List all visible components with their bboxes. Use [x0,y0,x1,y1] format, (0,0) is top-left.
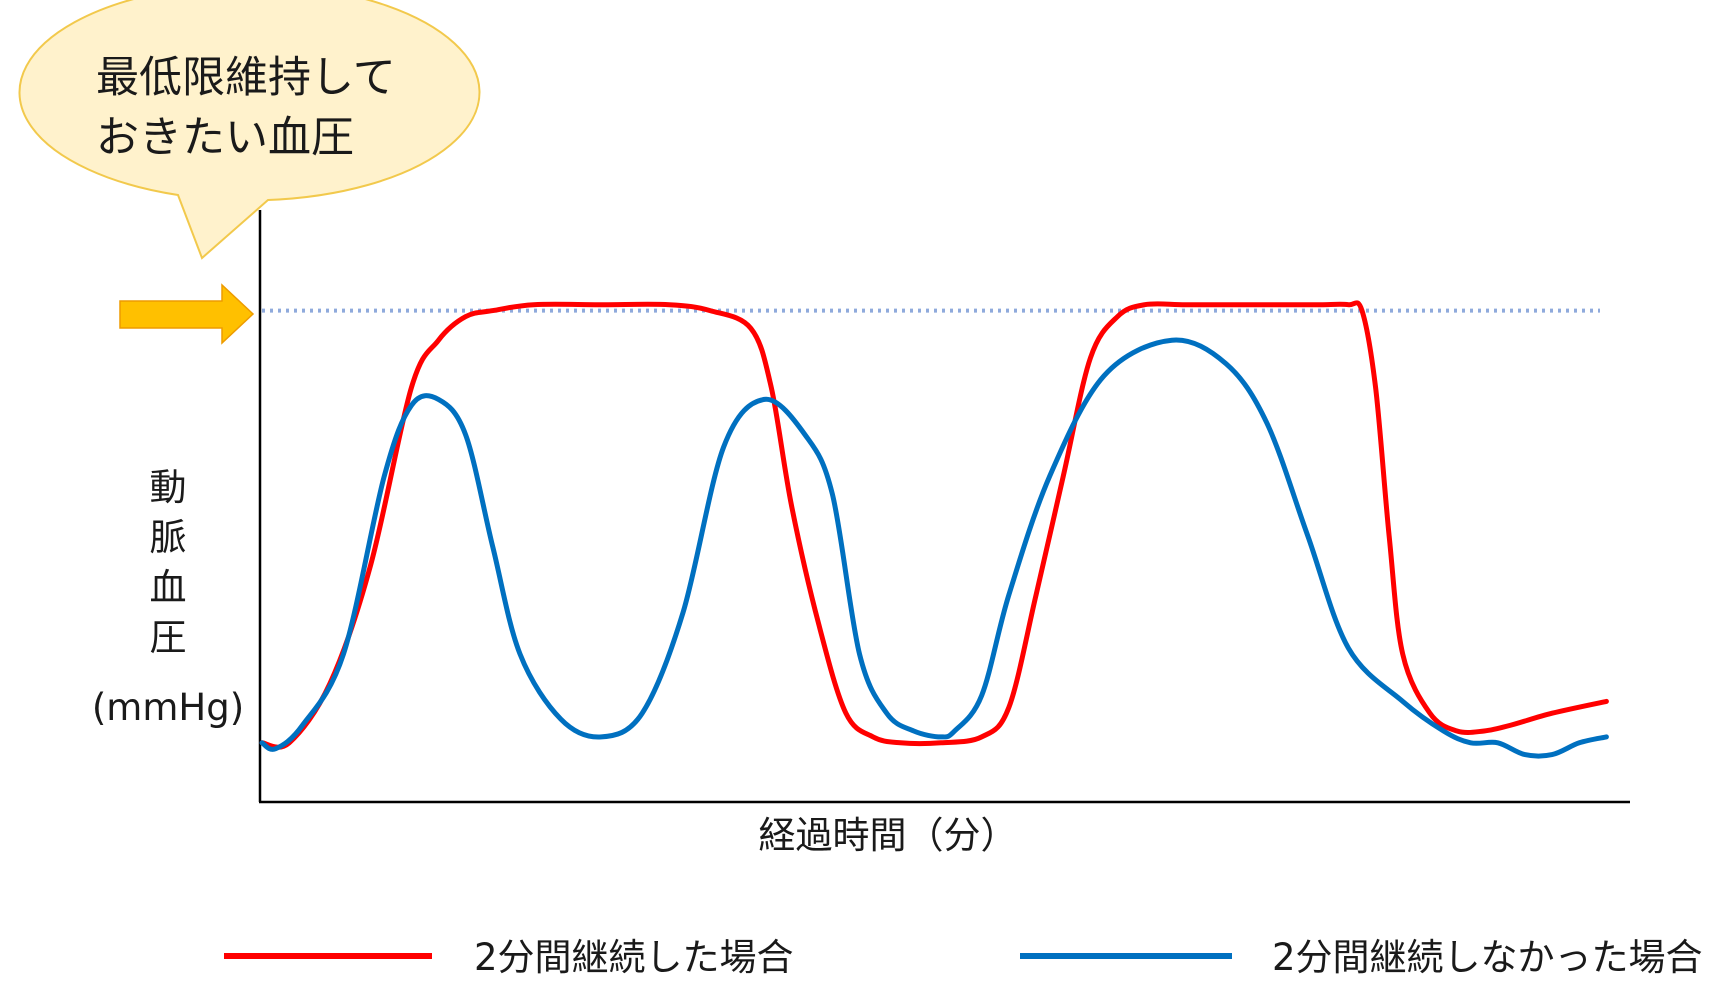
y-axis-label-char-2: 脈 [150,516,187,559]
callout-bubble [18,0,481,260]
y-axis-label-char-3: 血 [150,566,187,609]
y-axis-label-char-1: 動 [150,466,187,509]
callout-line-2: おきたい血圧 [96,113,354,163]
x-axis-label: 経過時間（分） [759,814,1018,857]
series-line-not-continued [259,337,1609,759]
series-line-continued [259,300,1609,750]
callout-line-1: 最低限維持して [96,53,396,103]
y-axis-label-unit: (mmHg) [92,686,244,729]
legend-label-continued: 2分間継続した場合 [474,936,794,979]
threshold-arrow-icon [119,283,255,345]
legend-label-not-continued: 2分間継続しなかった場合 [1272,936,1703,979]
y-axis-label-char-4: 圧 [150,616,187,659]
